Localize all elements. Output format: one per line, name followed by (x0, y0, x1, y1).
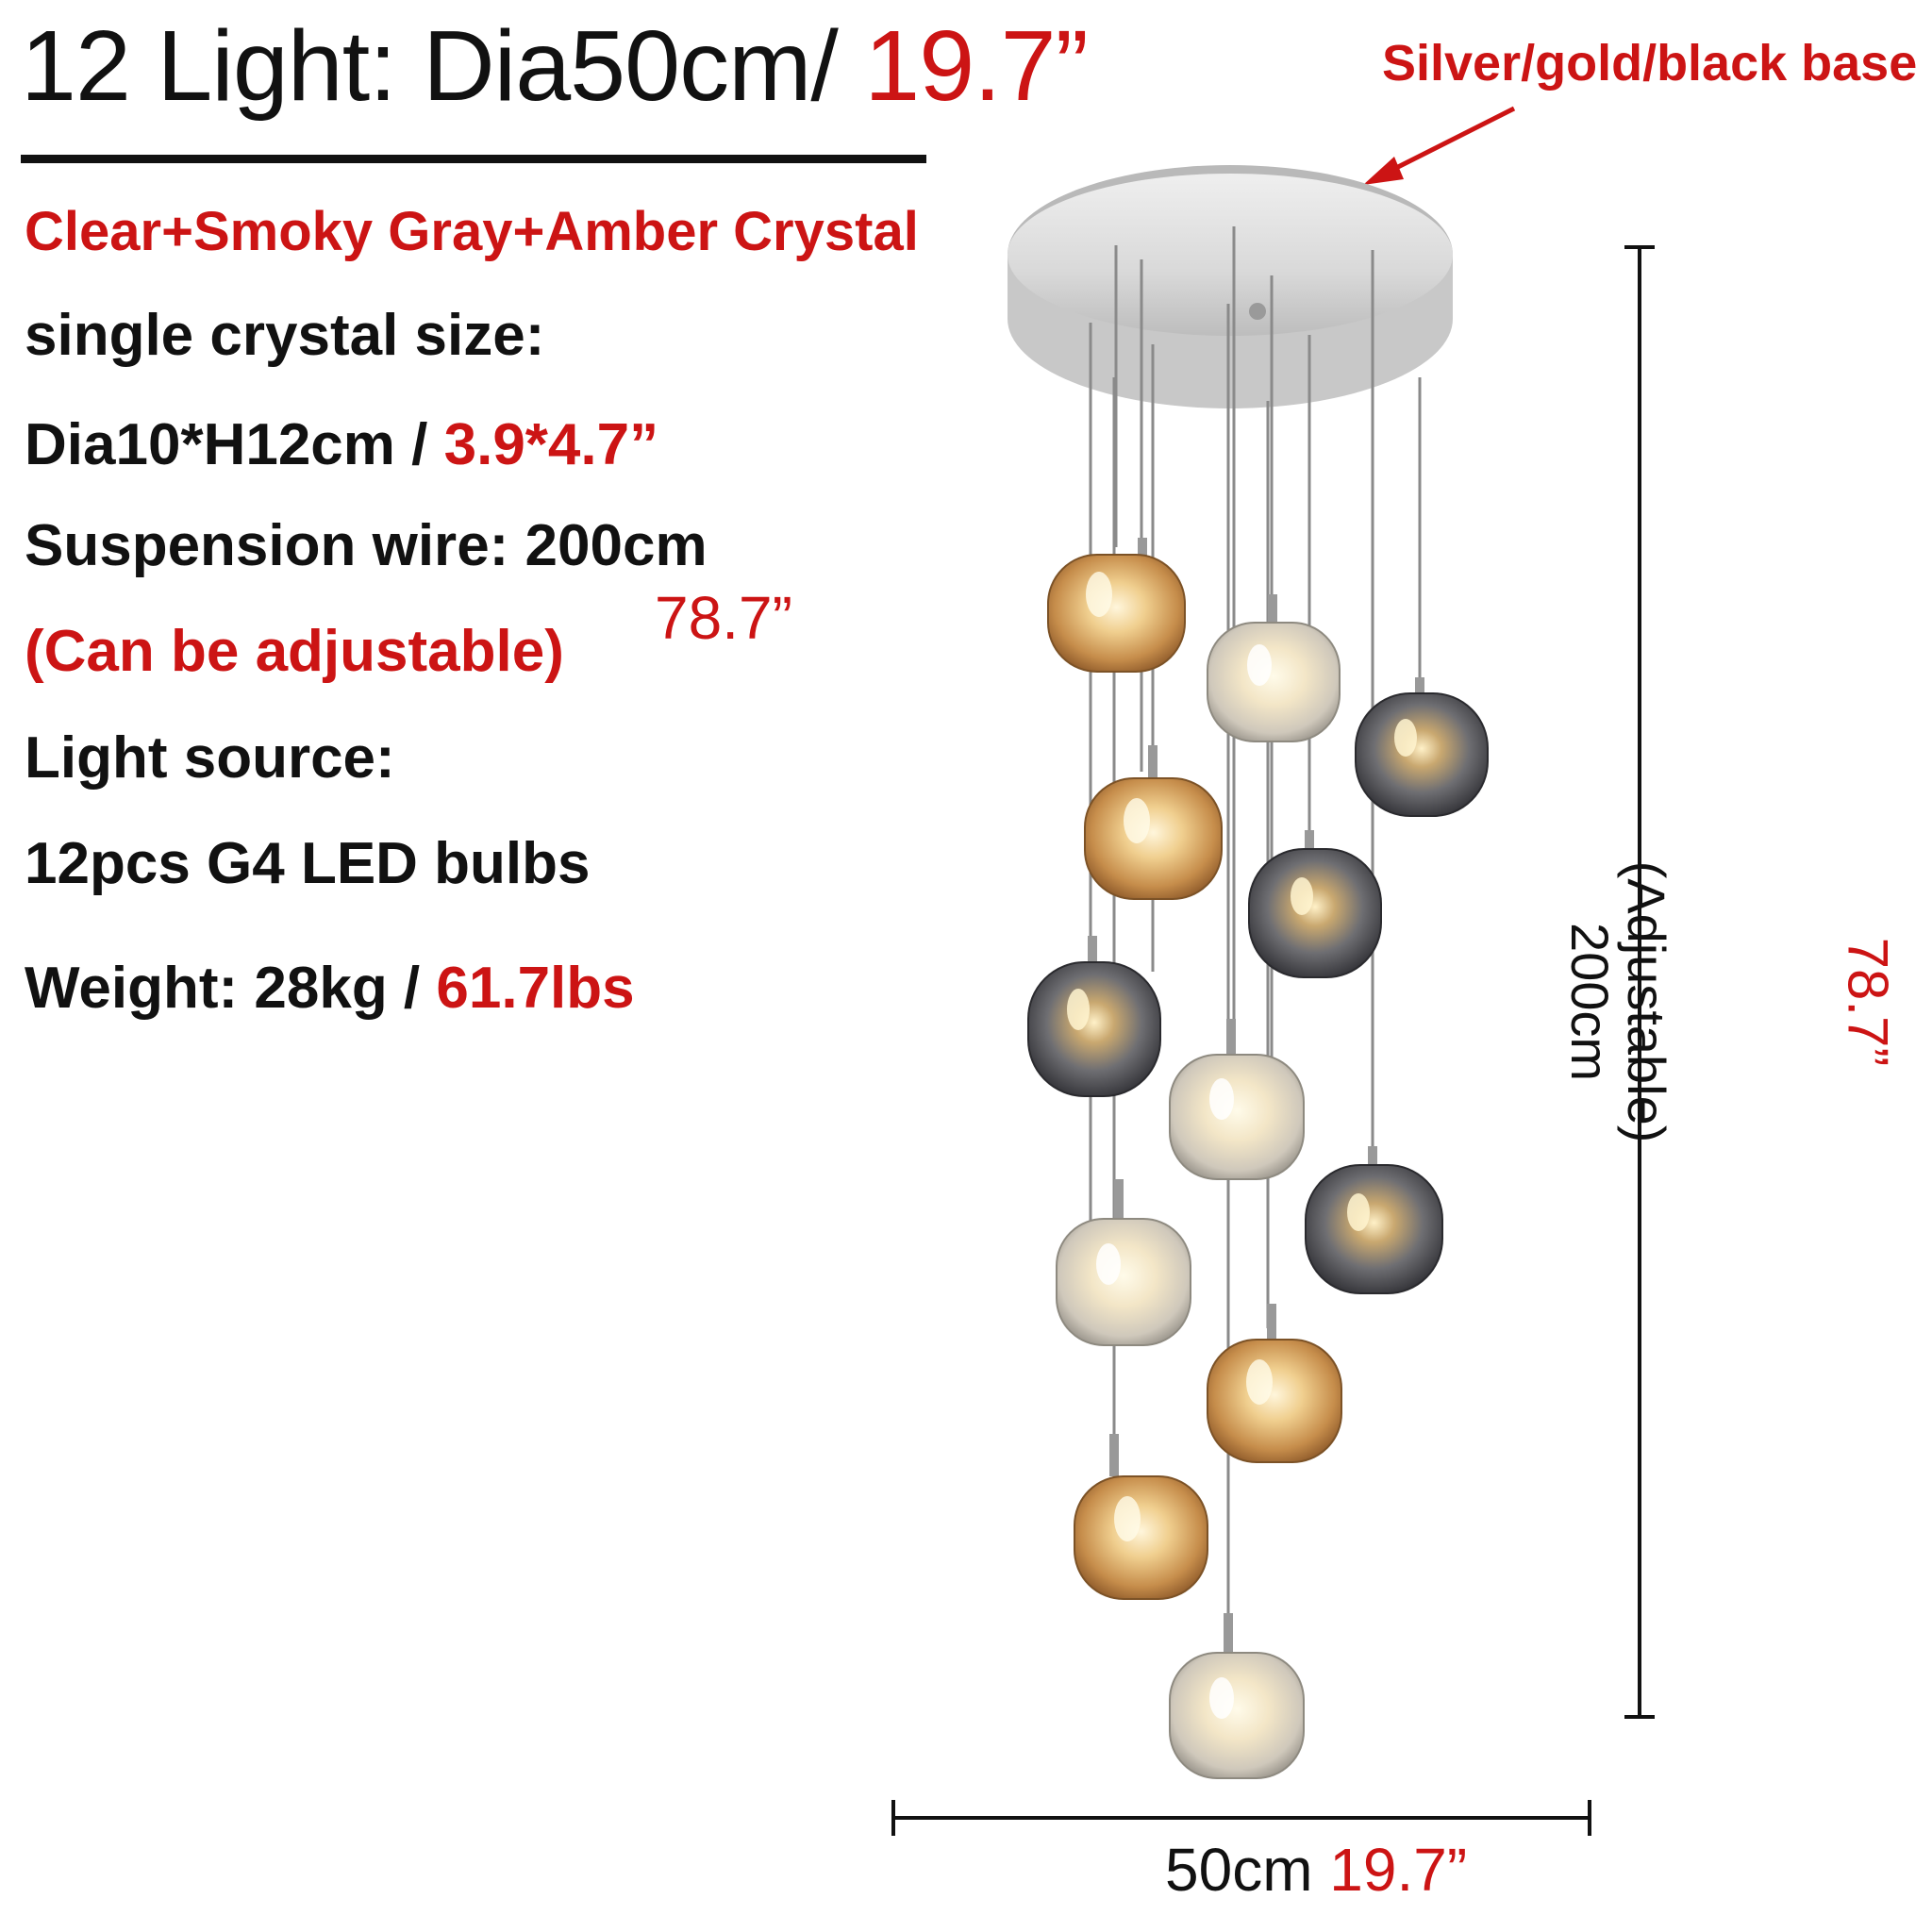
height-label: (Adjustable) 200cm (1560, 860, 1676, 1143)
crystal-size-label: single crystal size: (25, 303, 545, 368)
height-label-adjustable: (Adjustable) (1617, 860, 1676, 1143)
suspension-wire-note: (Can be adjustable) (25, 619, 564, 684)
weight-lbs: 61.7lbs (436, 956, 635, 1021)
crystal-smoky-gray (1248, 830, 1382, 978)
callout-arrow (1363, 106, 1516, 185)
height-label-cm: 200cm (1560, 922, 1620, 1082)
light-source-value: 12pcs G4 LED bulbs (25, 831, 591, 896)
crystal-types: Clear+Smoky Gray+Amber Crystal (25, 201, 919, 262)
width-inch: 19.7” (1329, 1836, 1468, 1904)
crystal-amber (1084, 745, 1223, 900)
title-inch: 19.7” (864, 10, 1089, 122)
crystal-amber (1074, 1434, 1208, 1600)
weight: Weight: 28kg / 61.7lbs (25, 955, 635, 1022)
crystal-size-inch: 3.9*4.7” (443, 412, 659, 477)
crystal-clear (1169, 1613, 1305, 1779)
ceiling-canopy (1008, 165, 1453, 408)
crystal-clear (1207, 594, 1341, 742)
light-source-label: Light source: (25, 725, 395, 791)
suspension-wire-inch: 78.7” (655, 584, 792, 652)
crystal-pendants (1027, 538, 1489, 1779)
weight-kg: Weight: 28kg / (25, 956, 437, 1021)
crystal-amber (1207, 1304, 1342, 1463)
title-underline (21, 155, 926, 163)
crystal-smoky-gray (1355, 677, 1489, 817)
crystal-clear (1056, 1179, 1191, 1346)
crystal-smoky-gray (1027, 936, 1161, 1097)
height-inch-label: 78.7” (1836, 937, 1900, 1067)
base-finish-note: Silver/gold/black base av (1382, 35, 1932, 92)
crystal-clear (1169, 1019, 1305, 1180)
width-cm: 50cm (1165, 1836, 1330, 1904)
product-title: 12 Light: Dia50cm/ 19.7” (21, 9, 1089, 123)
suspension-wire-label: Suspension wire: 200cm (25, 513, 708, 578)
crystal-smoky-gray (1305, 1146, 1443, 1294)
width-label: 50cm 19.7” (1165, 1835, 1467, 1905)
crystal-amber (1047, 538, 1186, 673)
title-main: 12 Light: Dia50cm/ (21, 10, 865, 122)
crystal-size-value: Dia10*H12cm / 3.9*4.7” (25, 411, 658, 478)
height-dimension-line (1624, 245, 1655, 1719)
crystal-size-cm: Dia10*H12cm / (25, 412, 444, 477)
width-dimension-line (891, 1800, 1591, 1836)
